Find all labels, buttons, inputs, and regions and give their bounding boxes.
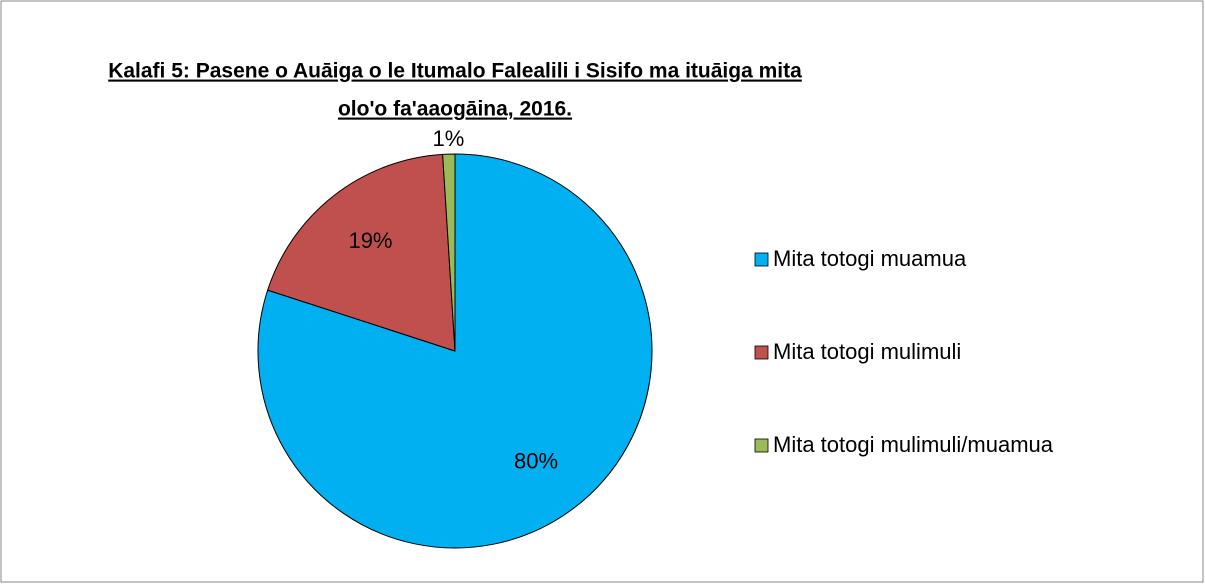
- legend-label: Mita totogi mulimuli/muamua: [773, 432, 1054, 457]
- pie-slice: [442, 153, 456, 352]
- data-label: 1%: [432, 126, 464, 151]
- chart-title: olo'o fa'aaogāina, 2016.: [338, 98, 572, 121]
- legend-swatch: [754, 345, 769, 360]
- legend-swatch: [754, 252, 769, 267]
- data-label: 80%: [514, 448, 558, 473]
- legend-swatch: [754, 438, 769, 453]
- legend-label: Mita totogi muamua: [773, 246, 967, 271]
- legend-label: Mita totogi mulimuli: [773, 339, 961, 364]
- chart-title: Kalafi 5: Pasene o Auāiga o le Itumalo F…: [108, 60, 802, 83]
- data-label: 19%: [348, 228, 392, 253]
- pie-slice: [267, 153, 456, 352]
